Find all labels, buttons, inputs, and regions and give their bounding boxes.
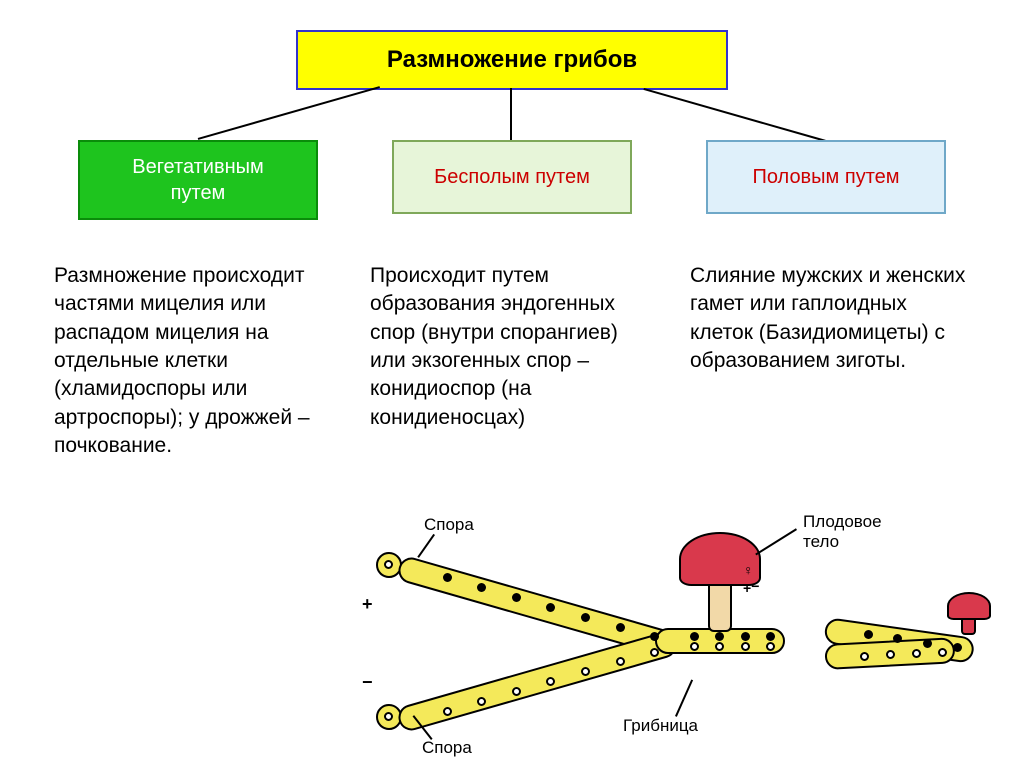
description-0: Размножение происходит частями мицелия и…	[54, 262, 322, 460]
connector-line	[644, 88, 826, 141]
nucleus-open	[912, 649, 921, 658]
nucleus-solid	[477, 583, 486, 592]
branch-box-1: Бесполым путем	[392, 140, 632, 214]
mushroom-stem-big	[708, 578, 732, 632]
nucleus-solid	[741, 632, 750, 641]
label-plodovoe: Плодовое тело	[803, 512, 882, 552]
nucleus-open	[650, 648, 659, 657]
nucleus-open	[512, 687, 521, 696]
nucleus-open	[443, 707, 452, 716]
label-spora-bottom: Спора	[422, 738, 472, 758]
pm-sign-top: ♀	[743, 562, 754, 578]
nucleus-open	[741, 642, 750, 651]
life-cycle-diagram: + − ♀ +− Спора Спора Грибница Плодовое т…	[365, 500, 1005, 760]
nucleus-solid	[443, 573, 452, 582]
connector-line	[198, 87, 380, 140]
nucleus-solid	[864, 630, 873, 639]
nucleus-solid	[953, 643, 962, 652]
nucleus-solid	[616, 623, 625, 632]
title-box: Размножение грибов	[296, 30, 728, 90]
plus-sign: +	[362, 594, 373, 615]
label-spora-top: Спора	[424, 515, 474, 535]
description-1: Происходит путем образования эндогенных …	[370, 262, 650, 432]
branch-box-2: Половым путем	[706, 140, 946, 214]
nucleus-solid	[923, 639, 932, 648]
description-2: Слияние мужских и женских гамет или гапл…	[690, 262, 970, 375]
mushroom-cap-small	[947, 592, 991, 620]
minus-sign: −	[362, 672, 373, 693]
nucleus-solid	[581, 613, 590, 622]
nucleus-open	[690, 642, 699, 651]
nucleus-solid	[512, 593, 521, 602]
nucleus-open	[938, 648, 947, 657]
connector-line	[511, 88, 513, 140]
pm-sign-bottom: +−	[743, 580, 759, 596]
branch-box-0: Вегетативным путем	[78, 140, 318, 220]
nucleus-solid	[690, 632, 699, 641]
nucleus-open	[860, 652, 869, 661]
label-gribnitsa: Грибница	[623, 716, 698, 736]
